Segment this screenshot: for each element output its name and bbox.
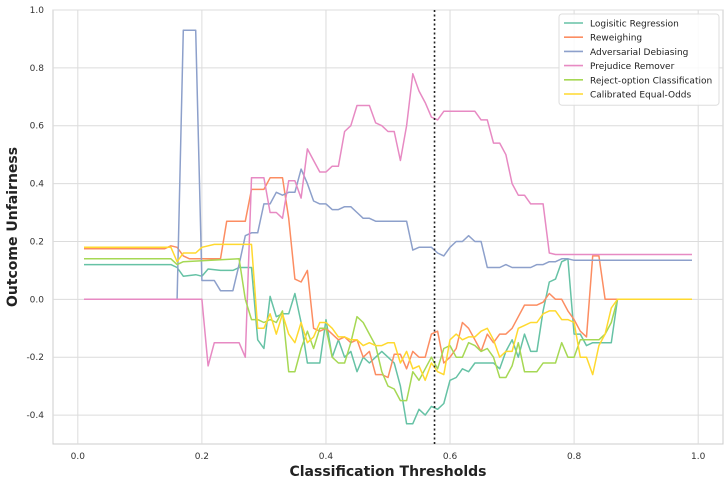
series-lines	[84, 29, 692, 425]
x-axis-title: Classification Thresholds	[289, 464, 486, 480]
x-tick-label: 0.8	[567, 452, 582, 462]
x-tick-label: 0.6	[443, 452, 458, 462]
x-tick-label: 1.0	[691, 452, 706, 462]
x-tick-label: 0.0	[71, 452, 86, 462]
series-line-6	[84, 243, 692, 382]
legend-entry-label: Logisitic Regression	[590, 20, 679, 30]
y-tick-label: 0.8	[30, 64, 45, 74]
series-line-1	[84, 258, 692, 425]
y-axis-title: Outcome Unfairness	[5, 147, 21, 307]
y-tick-label: 0.4	[30, 180, 45, 190]
y-tick-label: -0.2	[26, 353, 44, 363]
tick-labels: 0.0 0.2 0.4 0.6 0.8 1.0 -0.4 -0.2 0.0 0.2 0.4 0.6 0.…	[26, 6, 705, 462]
x-tick-label: 0.4	[319, 452, 334, 462]
y-tick-label: 0.0	[30, 295, 45, 305]
legend-entry-label: Reject-option Classification	[590, 76, 712, 86]
legend: Logisitic Regression Reweighing Adversaria…	[558, 13, 720, 106]
legend-entry-label: Prejudice Remover	[590, 62, 675, 72]
legend-entry-label: Calibrated Equal-Odds	[590, 91, 691, 101]
series-line-4	[84, 72, 692, 367]
y-tick-label: 1.0	[30, 6, 45, 16]
y-tick-label: 0.2	[30, 237, 44, 247]
y-tick-label: -0.4	[26, 411, 44, 421]
y-tick-label: 0.6	[30, 122, 45, 132]
legend-box	[558, 13, 720, 106]
series-line-3	[84, 29, 692, 301]
series-line-5	[84, 258, 692, 402]
x-tick-label: 0.2	[195, 452, 209, 462]
series-line-2	[84, 177, 692, 379]
legend-entry-label: Reweighing	[590, 34, 642, 44]
legend-entry-label: Adversarial Debiasing	[590, 48, 688, 58]
